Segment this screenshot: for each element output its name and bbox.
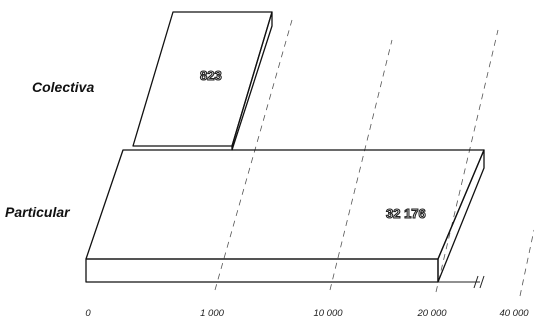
bar-particular-front xyxy=(86,259,438,282)
bar-particular-top xyxy=(86,150,484,259)
value-label-colectiva: 823 xyxy=(200,68,222,83)
axis-break-mark xyxy=(438,276,484,288)
x-tick-label: 0 xyxy=(85,308,91,319)
bar-colectiva-side xyxy=(232,12,272,150)
bar-particular-side xyxy=(438,150,484,282)
x-tick-label: 10 000 xyxy=(313,308,343,319)
x-tick-label: 1 000 xyxy=(200,308,224,319)
grid-lines xyxy=(215,20,534,296)
x-tick-label: 40 000 xyxy=(499,308,529,319)
grid-line xyxy=(436,30,498,292)
grid-line xyxy=(215,20,292,290)
value-label-particular: 32 176 xyxy=(386,206,426,221)
category-label-colectiva: Colectiva xyxy=(32,79,94,95)
x-tick-label: 20 000 xyxy=(416,308,447,319)
grid-line xyxy=(520,230,534,296)
x-tick-labels: 0 1 000 10 000 20 000 40 000 xyxy=(85,308,529,319)
category-label-particular: Particular xyxy=(5,204,71,220)
grid-line xyxy=(330,40,392,290)
